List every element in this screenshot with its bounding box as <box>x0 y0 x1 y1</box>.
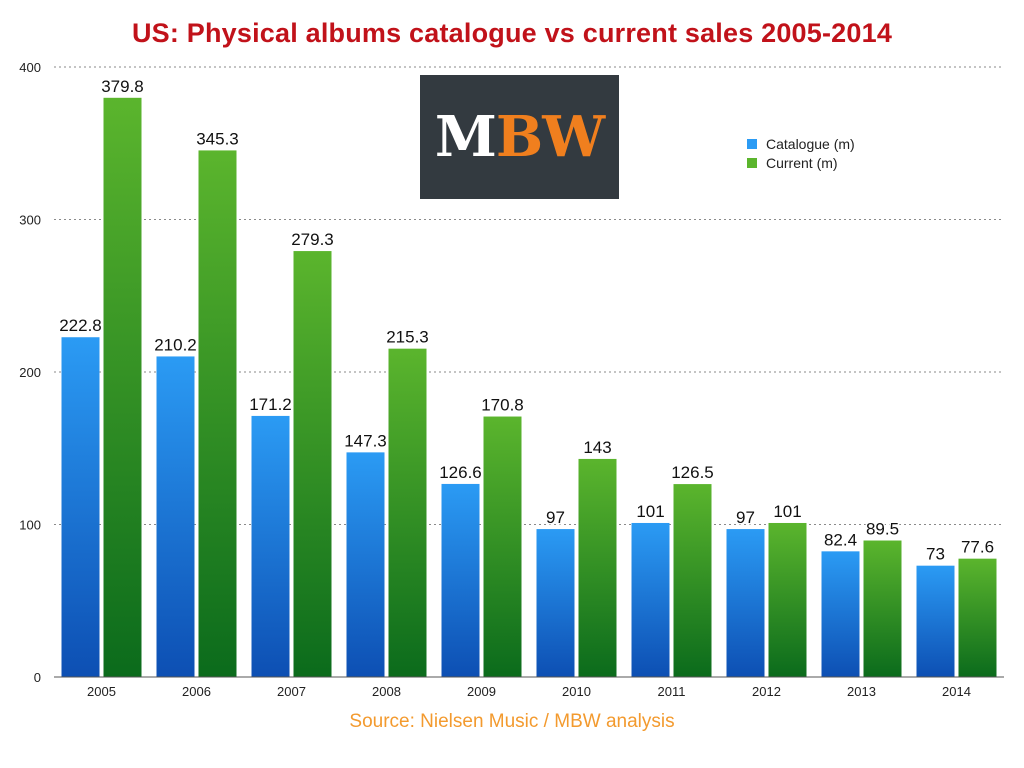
data-label-current-2008: 215.3 <box>386 328 429 347</box>
y-tick-label: 300 <box>19 213 41 228</box>
source-note: Source: Nielsen Music / MBW analysis <box>349 711 675 732</box>
bar-current-2007 <box>293 251 332 677</box>
logo-text-m: M <box>434 104 497 170</box>
data-labels: 222.8 379.8 210.2 345.3 171.2 279.3 147.3 215.3… <box>58 75 996 565</box>
gridlines <box>54 66 1004 525</box>
data-label-current-2010: 143 <box>583 438 611 457</box>
legend: Catalogue (m) Current (m) <box>747 134 855 172</box>
axes: 0 100 200 300 400 2005 2006 2007 2008 2009 2010 201… <box>19 60 1004 699</box>
data-label-catalogue-2013: 82.4 <box>824 530 857 549</box>
bars <box>61 97 997 678</box>
x-tick-label: 2005 <box>87 684 116 699</box>
x-tick-label: 2014 <box>942 684 971 699</box>
bar-catalogue-2011 <box>631 522 670 677</box>
data-label-current-2006: 345.3 <box>196 129 239 148</box>
data-label-catalogue-2011: 101 <box>636 502 664 521</box>
data-label-catalogue-2014: 73 <box>926 545 945 564</box>
y-tick-label: 200 <box>19 365 41 380</box>
bar-catalogue-2010 <box>536 529 575 677</box>
x-tick-label: 2006 <box>182 684 211 699</box>
legend-label-current: Current (m) <box>766 154 838 171</box>
data-label-catalogue-2012: 97 <box>736 508 755 527</box>
bar-current-2014 <box>958 558 997 677</box>
bar-catalogue-2006 <box>156 356 195 677</box>
x-tick-label: 2011 <box>658 684 686 699</box>
logo-text-bw: BW <box>495 104 605 170</box>
bar-current-2008 <box>388 348 427 677</box>
bar-catalogue-2013 <box>821 551 860 677</box>
bar-current-2010 <box>578 458 617 677</box>
data-label-current-2012: 101 <box>773 502 801 521</box>
x-tick-label: 2007 <box>277 684 306 699</box>
bar-current-2011 <box>673 484 712 677</box>
data-label-current-2013: 89.5 <box>866 520 899 539</box>
data-label-catalogue-2006: 210.2 <box>154 335 197 354</box>
x-tick-label: 2008 <box>372 684 401 699</box>
bar-current-2009 <box>483 416 522 677</box>
x-tick-label: 2010 <box>562 684 591 699</box>
y-tick-label: 0 <box>34 670 41 685</box>
data-label-catalogue-2005: 222.8 <box>59 316 102 335</box>
bar-catalogue-2009 <box>441 483 480 677</box>
data-label-current-2014: 77.6 <box>961 538 994 557</box>
legend-swatch-catalogue <box>747 138 757 149</box>
data-label-catalogue-2007: 171.2 <box>249 395 292 414</box>
bar-catalogue-2008 <box>346 452 385 677</box>
data-label-catalogue-2009: 126.6 <box>439 463 482 482</box>
data-label-current-2005: 379.8 <box>101 77 144 96</box>
chart-title: US: Physical albums catalogue vs current… <box>131 18 893 48</box>
bar-current-2006 <box>198 150 237 678</box>
data-label-catalogue-2010: 97 <box>546 508 565 527</box>
data-label-catalogue-2008: 147.3 <box>344 431 387 450</box>
y-tick-label: 100 <box>19 518 41 533</box>
x-tick-label: 2013 <box>847 684 876 699</box>
legend-label-catalogue: Catalogue (m) <box>766 135 855 152</box>
x-tick-label: 2012 <box>752 684 781 699</box>
bar-catalogue-2012 <box>726 529 765 677</box>
mbw-logo: MBW <box>420 75 619 199</box>
bar-catalogue-2007 <box>251 415 290 677</box>
data-label-current-2009: 170.8 <box>481 396 524 415</box>
data-label-current-2007: 279.3 <box>291 230 334 249</box>
bar-catalogue-2005 <box>61 337 100 677</box>
legend-item-current: Current (m) <box>747 153 855 172</box>
legend-swatch-current <box>747 157 757 168</box>
legend-item-catalogue: Catalogue (m) <box>747 134 855 153</box>
bar-catalogue-2014 <box>916 565 955 677</box>
bar-current-2013 <box>863 540 902 677</box>
data-label-current-2011: 126.5 <box>671 463 714 482</box>
bar-current-2012 <box>768 522 807 677</box>
bar-current-2005 <box>103 97 142 678</box>
x-tick-label: 2009 <box>467 684 496 699</box>
y-tick-label: 400 <box>19 60 41 75</box>
